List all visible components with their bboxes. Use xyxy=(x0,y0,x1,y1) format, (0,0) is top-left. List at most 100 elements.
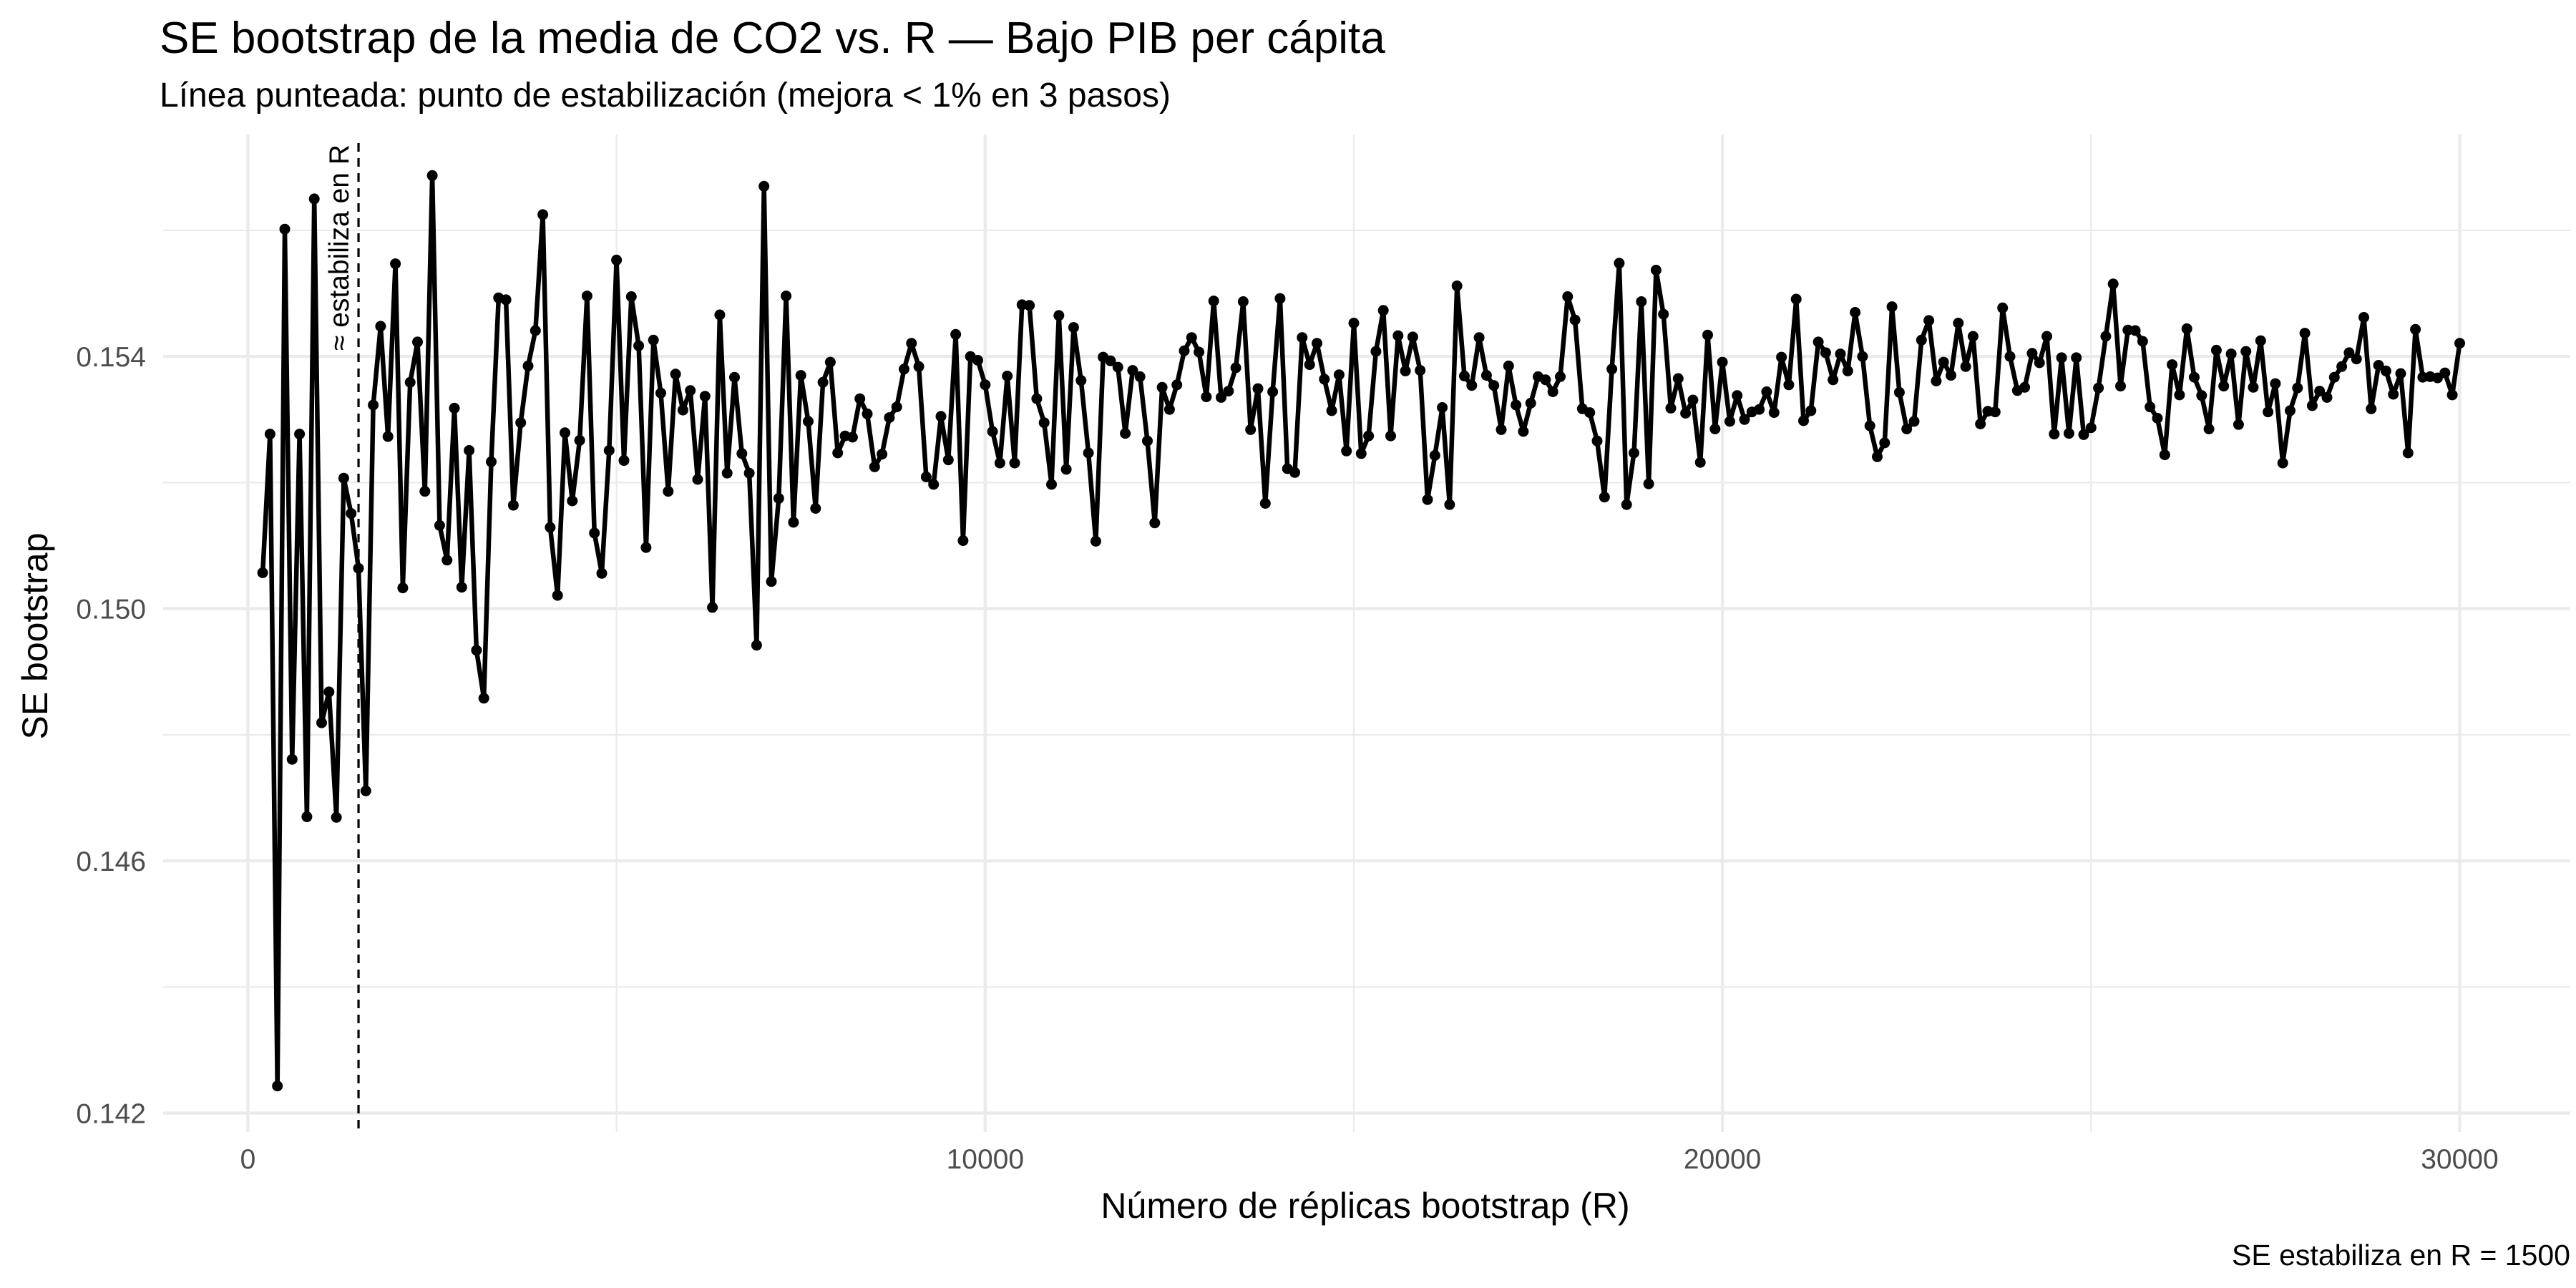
data-point xyxy=(1237,296,1249,307)
data-point xyxy=(655,387,666,399)
data-point xyxy=(1289,467,1300,478)
data-point xyxy=(2314,386,2326,397)
data-point xyxy=(2218,381,2230,392)
data-point xyxy=(1761,386,1772,397)
data-point xyxy=(640,542,652,553)
data-point xyxy=(1134,371,1146,382)
data-point xyxy=(2285,405,2296,416)
data-point xyxy=(2395,368,2406,379)
data-point xyxy=(279,223,291,235)
data-point xyxy=(2292,382,2303,394)
data-point xyxy=(1245,424,1257,435)
data-point xyxy=(625,291,637,302)
data-point xyxy=(441,555,453,566)
y-axis-title: SE bootstrap xyxy=(15,532,55,739)
data-point xyxy=(1179,345,1190,356)
data-point xyxy=(2336,361,2348,372)
data-point xyxy=(1893,386,1905,398)
data-point xyxy=(633,340,645,351)
data-point xyxy=(2263,406,2274,418)
data-point xyxy=(1938,356,1949,368)
data-point xyxy=(788,517,799,528)
data-point xyxy=(1732,390,1743,401)
data-point xyxy=(920,472,932,482)
data-point xyxy=(1768,407,1780,419)
data-point xyxy=(1473,332,1485,343)
data-point xyxy=(515,417,527,429)
data-point xyxy=(1149,517,1161,529)
data-point xyxy=(677,404,688,416)
data-point xyxy=(1813,336,1824,348)
data-point xyxy=(663,486,674,497)
data-point xyxy=(2196,390,2207,401)
y-tick-label: 0.142 xyxy=(76,1099,146,1130)
y-tick-label: 0.150 xyxy=(76,595,146,625)
data-point xyxy=(2004,351,2016,362)
data-point xyxy=(272,1080,283,1092)
data-point xyxy=(486,456,497,467)
data-point xyxy=(699,391,711,402)
data-point xyxy=(766,576,777,587)
data-point xyxy=(1046,479,1057,490)
data-point xyxy=(1658,308,1669,320)
data-point xyxy=(1946,370,1956,381)
data-point xyxy=(1776,351,1787,363)
data-point xyxy=(1835,348,1846,360)
data-point xyxy=(2402,447,2414,459)
data-point xyxy=(972,355,983,366)
data-point xyxy=(2380,365,2391,376)
data-point xyxy=(464,445,475,456)
data-point xyxy=(1377,305,1389,316)
data-point xyxy=(2078,429,2089,440)
data-point xyxy=(1341,445,1352,457)
data-point xyxy=(692,474,703,485)
data-point xyxy=(2152,413,2163,424)
data-point xyxy=(1274,293,1286,304)
data-point xyxy=(1798,415,1809,426)
data-point xyxy=(434,519,445,531)
data-point xyxy=(1636,296,1647,307)
data-point xyxy=(2210,344,2222,356)
data-point xyxy=(1090,535,1101,547)
data-point xyxy=(1083,447,1094,459)
data-point xyxy=(2366,403,2377,414)
data-point xyxy=(2277,457,2288,469)
data-point xyxy=(2189,371,2200,383)
data-point xyxy=(618,455,630,467)
data-point xyxy=(2454,338,2465,349)
data-point xyxy=(1201,391,1212,403)
data-point xyxy=(987,426,998,437)
data-point xyxy=(1562,291,1574,302)
data-point xyxy=(1038,417,1050,429)
data-point xyxy=(1319,374,1330,385)
data-point xyxy=(736,448,748,459)
data-point xyxy=(1975,419,1986,429)
data-point xyxy=(375,321,386,332)
data-point xyxy=(980,379,991,391)
data-point xyxy=(1850,307,1861,318)
data-point xyxy=(810,503,821,514)
data-point xyxy=(1754,404,1765,415)
data-point xyxy=(1997,302,2009,313)
data-point xyxy=(1518,426,1529,437)
data-point xyxy=(1828,374,1839,386)
data-point xyxy=(522,360,534,371)
data-point xyxy=(574,434,585,446)
data-point xyxy=(1555,371,1566,382)
data-point xyxy=(1879,437,1890,449)
data-point xyxy=(854,393,866,404)
data-point xyxy=(1886,301,1898,313)
data-point xyxy=(1105,355,1116,366)
x-tick-label: 30000 xyxy=(2421,1144,2498,1175)
data-point xyxy=(596,567,608,579)
data-point xyxy=(1547,386,1558,397)
data-point xyxy=(1297,332,1308,343)
data-point xyxy=(338,472,349,484)
data-point xyxy=(1304,359,1315,371)
x-axis-title: Número de réplicas bootstrap (R) xyxy=(1101,1186,1629,1226)
stabilization-label: ≈ estabiliza en R xyxy=(324,145,355,351)
data-point xyxy=(957,535,969,546)
data-point xyxy=(1480,370,1492,381)
data-point xyxy=(781,291,792,302)
